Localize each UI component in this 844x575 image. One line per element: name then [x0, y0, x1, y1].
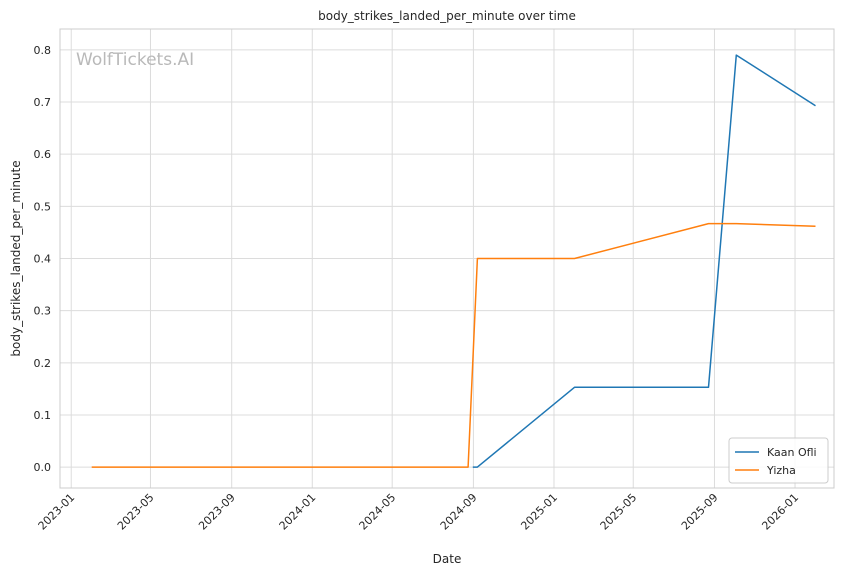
series-group — [91, 54, 816, 468]
y-tick-label: 0.3 — [34, 305, 52, 318]
series-line-yizha — [91, 222, 816, 468]
chart-title: body_strikes_landed_per_minute over time — [318, 9, 576, 23]
y-tick-label: 0.0 — [34, 461, 52, 474]
y-tick-label: 0.6 — [34, 148, 52, 161]
legend-label-yizha: Yizha — [766, 464, 796, 477]
y-axis-title: body_strikes_landed_per_minute — [9, 160, 23, 356]
y-tick-label: 0.5 — [34, 200, 52, 213]
series-line-kaan-ofli — [472, 54, 816, 468]
y-tick-label: 0.8 — [34, 44, 52, 57]
legend-label-kaan-ofli: Kaan Ofli — [767, 446, 817, 459]
y-tick-label: 0.7 — [34, 96, 52, 109]
y-tick-label: 0.2 — [34, 357, 52, 370]
x-axis-title: Date — [433, 552, 462, 566]
y-tick-label: 0.4 — [34, 253, 52, 266]
grid — [60, 29, 834, 488]
y-tick-label: 0.1 — [34, 409, 52, 422]
watermark: WolfTickets.AI — [76, 50, 194, 70]
legend-box — [728, 437, 829, 484]
plot-area-frame — [59, 28, 835, 489]
legend: Kaan Ofli Yizha — [728, 437, 829, 484]
